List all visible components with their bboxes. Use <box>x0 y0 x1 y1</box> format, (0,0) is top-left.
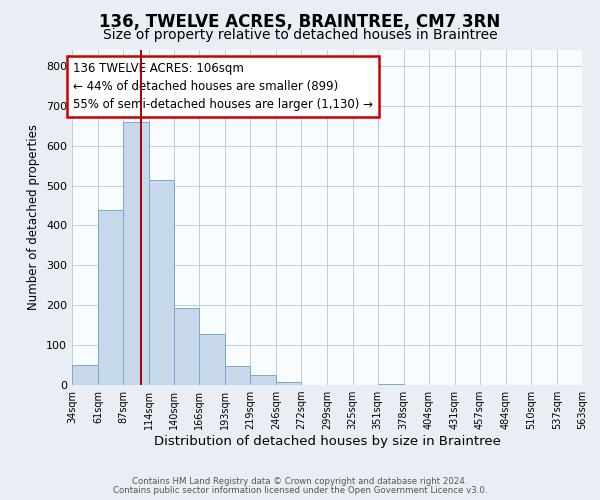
Bar <box>277 382 301 385</box>
Bar <box>98 210 123 385</box>
Text: 136, TWELVE ACRES, BRAINTREE, CM7 3RN: 136, TWELVE ACRES, BRAINTREE, CM7 3RN <box>100 12 500 30</box>
Bar <box>72 365 98 385</box>
Text: 136 TWELVE ACRES: 106sqm
← 44% of detached houses are smaller (899)
55% of semi-: 136 TWELVE ACRES: 106sqm ← 44% of detach… <box>73 62 373 111</box>
Bar <box>174 308 199 385</box>
Text: Size of property relative to detached houses in Braintree: Size of property relative to detached ho… <box>103 28 497 42</box>
Y-axis label: Number of detached properties: Number of detached properties <box>28 124 40 310</box>
Text: Contains public sector information licensed under the Open Government Licence v3: Contains public sector information licen… <box>113 486 487 495</box>
Bar <box>225 366 250 385</box>
Text: Contains HM Land Registry data © Crown copyright and database right 2024.: Contains HM Land Registry data © Crown c… <box>132 477 468 486</box>
Bar <box>123 122 149 385</box>
Bar <box>250 375 277 385</box>
Bar <box>199 334 225 385</box>
X-axis label: Distribution of detached houses by size in Braintree: Distribution of detached houses by size … <box>154 435 500 448</box>
Bar <box>377 384 404 385</box>
Bar <box>149 180 174 385</box>
